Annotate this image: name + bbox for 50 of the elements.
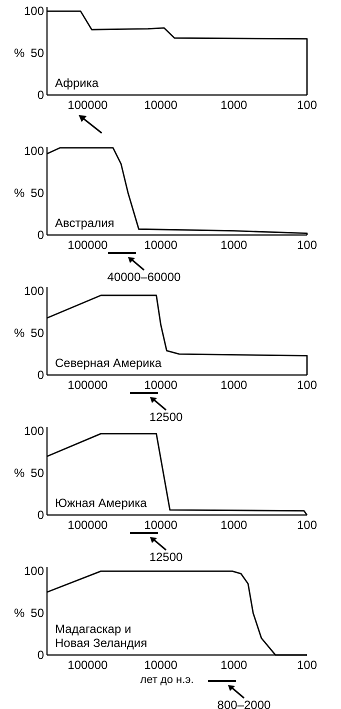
x-tick-label: 10000: [144, 98, 178, 112]
y-axis-title: %: [14, 186, 25, 200]
y-axis-title: %: [14, 466, 25, 480]
text: Мадагаскар и Новая Зеландия: [55, 622, 148, 650]
text: 12500: [149, 410, 184, 424]
text: 800–2000: [217, 698, 272, 709]
x-tick-label: 10000: [144, 658, 178, 672]
y-axis-title: %: [14, 326, 25, 340]
text: Австралия: [55, 216, 114, 230]
x-tick-label: 1000: [220, 658, 248, 672]
y-tick-label: 0: [37, 368, 44, 382]
y-tick-label: 0: [37, 648, 44, 662]
x-tick-label: 100000: [68, 518, 108, 532]
text: Африка: [55, 76, 99, 90]
y-tick-label: 50: [30, 46, 44, 60]
x-tick-label: 100000: [68, 658, 108, 672]
x-tick-label: 100: [296, 518, 318, 532]
y-tick-label: 100: [24, 144, 44, 158]
x-tick-label: 100: [296, 98, 318, 112]
x-tick-label: 100: [296, 238, 318, 252]
y-tick-label: 50: [30, 466, 44, 480]
y-axis-title: %: [14, 606, 25, 620]
x-tick-label: 100000: [68, 98, 108, 112]
text: 12500: [149, 550, 184, 564]
x-tick-label: 100000: [68, 238, 108, 252]
x-tick-label: 1000: [220, 98, 248, 112]
x-tick-label: 1000: [220, 238, 248, 252]
y-tick-label: 0: [37, 228, 44, 242]
y-axis-title: %: [14, 46, 25, 60]
y-tick-label: 50: [30, 326, 44, 340]
text: 40000–60000: [107, 270, 182, 284]
y-tick-label: 100: [24, 424, 44, 438]
y-tick-label: 0: [37, 88, 44, 102]
y-tick-label: 0: [37, 508, 44, 522]
x-tick-label: 100000: [68, 378, 108, 392]
x-tick-label: 100: [296, 658, 318, 672]
x-tick-label: 1000: [220, 378, 248, 392]
x-tick-label: 100: [296, 378, 318, 392]
x-tick-label: 10000: [144, 518, 178, 532]
x-axis-title: лет до н.э.: [140, 674, 194, 686]
y-tick-label: 50: [30, 186, 44, 200]
x-tick-label: 10000: [144, 378, 178, 392]
y-tick-label: 50: [30, 606, 44, 620]
y-tick-label: 100: [24, 564, 44, 578]
text: Северная Америка: [55, 356, 162, 370]
y-tick-label: 100: [24, 4, 44, 18]
y-tick-label: 100: [24, 284, 44, 298]
text: Южная Америка: [55, 496, 148, 510]
x-tick-label: 1000: [220, 518, 248, 532]
x-tick-label: 10000: [144, 238, 178, 252]
